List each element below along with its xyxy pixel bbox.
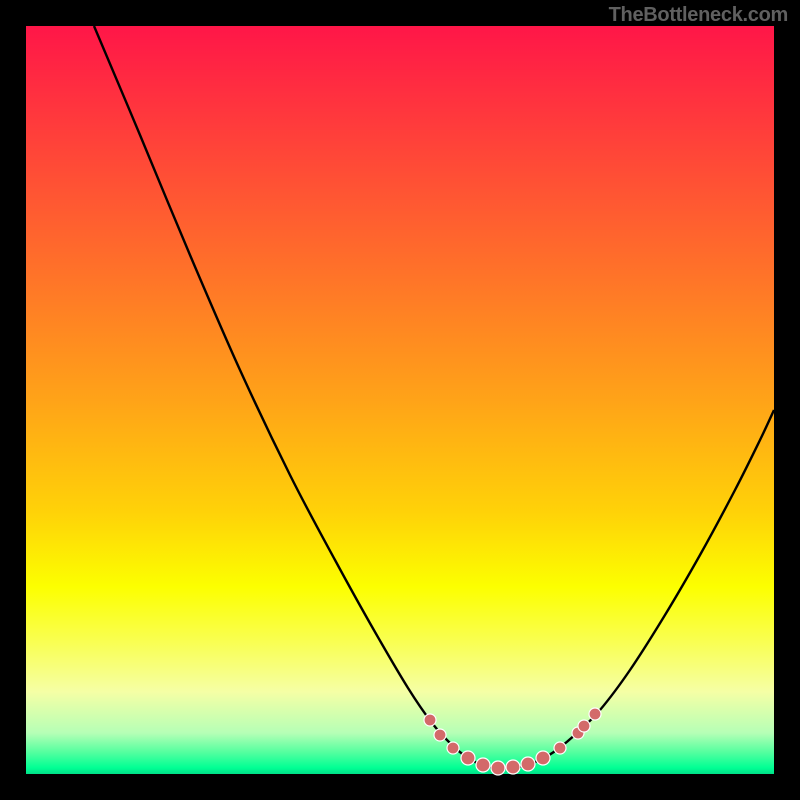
curve-marker — [589, 708, 601, 720]
curve-marker — [491, 761, 505, 775]
curve-marker — [476, 758, 490, 772]
chart-frame: TheBottleneck.com — [0, 0, 800, 800]
curve-marker — [521, 757, 535, 771]
curve-marker — [447, 742, 459, 754]
chart-background — [26, 26, 774, 774]
curve-marker — [461, 751, 475, 765]
curve-marker — [424, 714, 436, 726]
curve-marker — [536, 751, 550, 765]
curve-marker — [578, 720, 590, 732]
watermark-text: TheBottleneck.com — [609, 4, 788, 27]
curve-marker — [554, 742, 566, 754]
bottleneck-curve-chart — [0, 0, 800, 800]
curve-marker — [434, 729, 446, 741]
curve-marker — [506, 760, 520, 774]
